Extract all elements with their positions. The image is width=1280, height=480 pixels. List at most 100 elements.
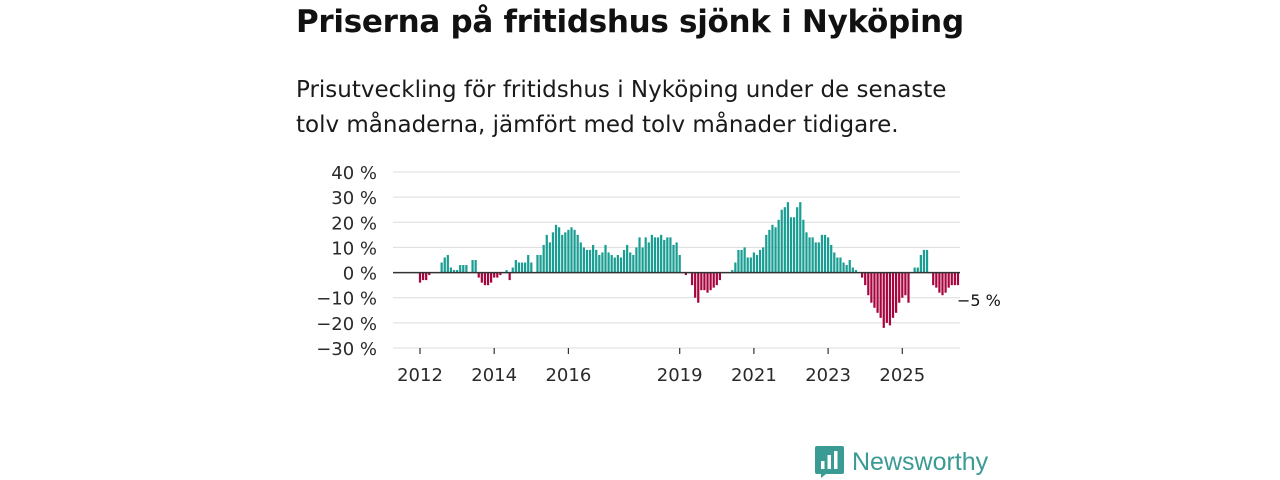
bar (907, 272, 910, 303)
bar (901, 272, 904, 298)
bar (564, 232, 567, 273)
bar (446, 254, 449, 273)
bar (644, 237, 647, 273)
bar (811, 237, 814, 273)
bar (428, 272, 431, 276)
y-tick-label: −10 % (316, 289, 377, 310)
bar (675, 242, 678, 273)
bar (922, 249, 926, 273)
bar (947, 272, 950, 288)
bar (471, 260, 474, 273)
bar (789, 217, 793, 273)
x-axis-ticks: 2012 2014 2016 2019 2021 2023 2025 (397, 348, 925, 386)
bar (950, 272, 953, 286)
bar (879, 272, 882, 318)
bar (490, 272, 493, 283)
bar (799, 202, 802, 273)
bar (861, 272, 864, 278)
bar (836, 257, 839, 273)
bar (647, 242, 650, 273)
bar (582, 247, 585, 273)
bar (870, 272, 873, 303)
bar (632, 254, 635, 273)
bar (731, 270, 734, 273)
bars (418, 202, 960, 328)
bar (774, 227, 777, 273)
bar (851, 267, 854, 273)
annotations: −5 % (957, 291, 1001, 310)
bar (740, 249, 743, 273)
y-tick-label: −20 % (316, 314, 377, 335)
bar (919, 254, 922, 273)
bar (891, 272, 895, 318)
bar (449, 267, 453, 273)
bar (656, 237, 660, 273)
bar (613, 257, 616, 273)
bar (755, 254, 759, 273)
bar (678, 254, 681, 273)
newsworthy-logo-icon (815, 446, 844, 478)
bar (718, 272, 722, 281)
bar (672, 244, 675, 273)
bar (477, 272, 480, 278)
bar (493, 272, 496, 278)
bar (511, 267, 514, 273)
y-tick-label: 40 % (331, 163, 377, 184)
bar (885, 272, 888, 323)
bar (570, 227, 573, 273)
bar (771, 224, 774, 273)
bar (956, 272, 960, 286)
bar (823, 234, 827, 273)
bar (514, 260, 517, 273)
bar (709, 272, 712, 291)
bar (854, 270, 858, 273)
bar (499, 272, 502, 276)
bar (508, 272, 511, 281)
bar (792, 217, 796, 273)
bar (629, 252, 632, 273)
bar (425, 272, 428, 281)
x-tick-label: 2023 (805, 365, 851, 386)
bar (663, 239, 666, 273)
last-value-label: −5 % (957, 291, 1001, 310)
bar (916, 267, 919, 273)
y-tick-label: 10 % (331, 238, 377, 259)
bar (802, 219, 805, 273)
bar (690, 272, 694, 286)
bar (830, 244, 833, 273)
x-tick-label: 2016 (545, 365, 591, 386)
bar (561, 234, 564, 273)
bar (517, 262, 521, 273)
bar (465, 265, 468, 273)
bar (703, 272, 706, 291)
bar (520, 262, 524, 273)
bar (440, 262, 443, 273)
bar (833, 252, 836, 273)
bar (601, 252, 604, 273)
bar (548, 242, 551, 273)
bar (554, 224, 558, 273)
bar (592, 244, 595, 273)
bar (697, 272, 700, 303)
bar (864, 272, 867, 286)
bar (796, 207, 799, 273)
bar (895, 272, 898, 313)
bar (459, 265, 462, 273)
y-tick-label: 30 % (331, 188, 377, 209)
bar (904, 272, 907, 296)
bar (938, 272, 941, 293)
bar (925, 249, 929, 273)
bar (694, 272, 697, 298)
bar (913, 267, 916, 273)
bar (706, 272, 709, 293)
bar (749, 257, 752, 273)
bar (876, 272, 879, 313)
bar (660, 234, 663, 273)
bar (684, 272, 687, 276)
bar (653, 237, 657, 273)
x-tick-label: 2014 (471, 365, 517, 386)
bar (619, 257, 623, 273)
bar (551, 232, 555, 273)
bar (641, 247, 644, 273)
